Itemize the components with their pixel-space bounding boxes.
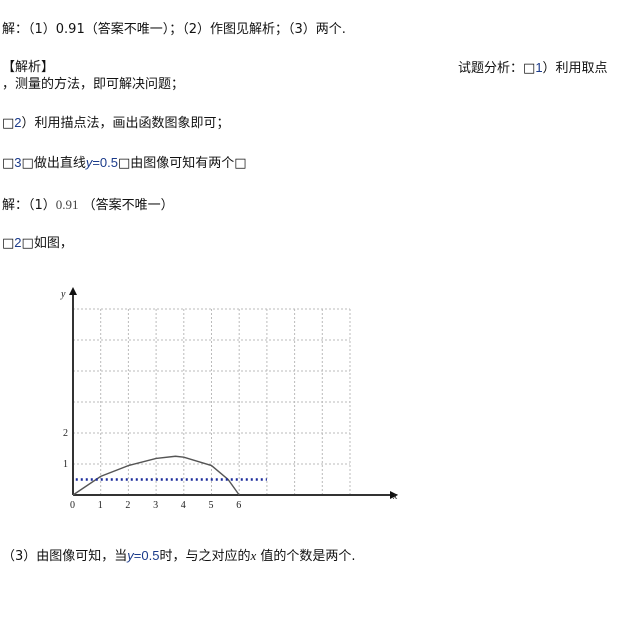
- x-tick-label: 4: [181, 500, 186, 511]
- analysis-step1-cont: ，测量的方法，即可解决问题；: [2, 77, 185, 92]
- analysis-step3: □3□做出直线y=0.5□由图像可知有两个□: [2, 155, 247, 171]
- x-tick-label: 2: [125, 500, 130, 511]
- answer-summary: 解：（1）0.91（答案不唯一）；（2）作图见解析；（3）两个.: [2, 22, 346, 37]
- function-curve: [72, 455, 240, 496]
- x-tick-label: 0: [70, 500, 75, 511]
- x-tick-label: 5: [209, 500, 214, 511]
- analysis-step2: □2）利用描点法，画出函数图象即可；: [2, 115, 230, 131]
- x-axis-arrow-icon: [390, 491, 398, 499]
- x-tick-label: 6: [236, 500, 241, 511]
- solution-part3: （3）由图像可知，当y=0.5时，与之对应的x 值的个数是两个.: [2, 548, 356, 564]
- solution-part2: □2□如图，: [2, 235, 73, 251]
- y-axis-arrow-icon: [69, 287, 77, 295]
- y-axis-label: y: [60, 289, 66, 300]
- solution-part1: 解：（1）0.91 （答案不唯一）: [2, 197, 174, 213]
- y-tick-label: 2: [63, 428, 68, 439]
- analysis-heading: 【解析】: [2, 60, 55, 75]
- x-tick-label: 1: [98, 500, 103, 511]
- x-axis-label: x: [392, 491, 398, 502]
- x-tick-label: 3: [153, 500, 158, 511]
- y-tick-label: 1: [63, 459, 68, 470]
- analysis-step1: 试题分析：□1）利用取点: [458, 60, 608, 76]
